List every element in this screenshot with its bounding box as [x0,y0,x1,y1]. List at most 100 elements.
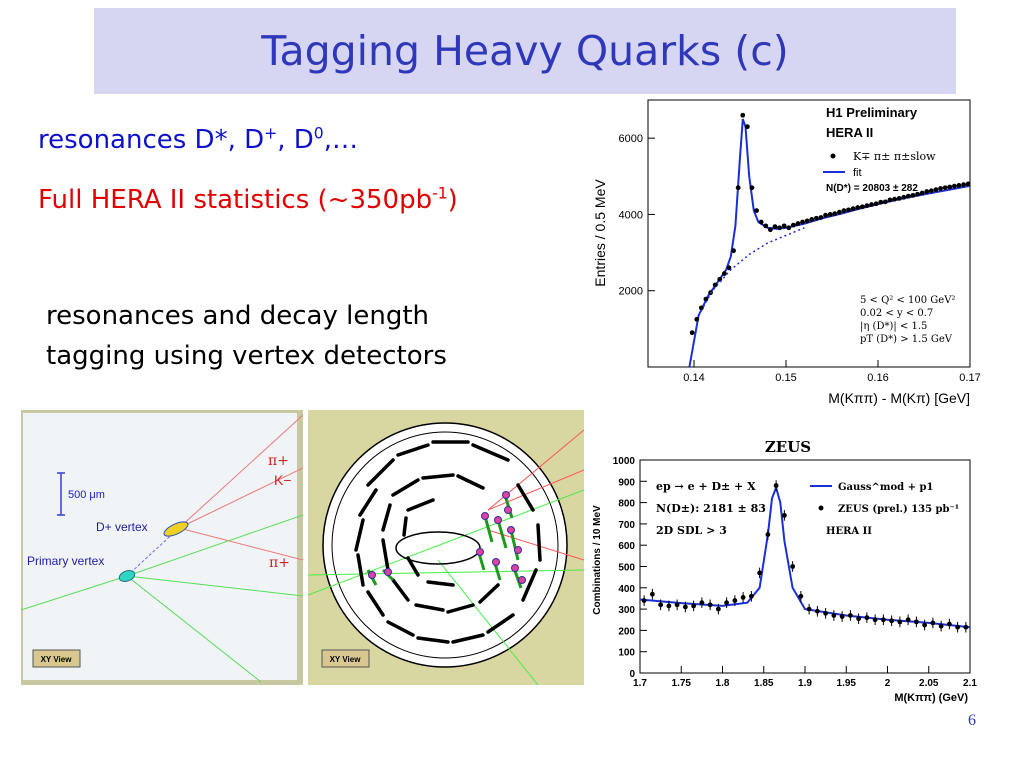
data-point [682,604,688,610]
data-point [869,202,874,207]
data-point [732,598,738,603]
x-tick-label: 2.1 [963,678,977,689]
vertex-display: 500 μm π+ K− π+ D+ vertex Primary vertex… [21,410,303,685]
y-tick-label: 100 [618,648,635,659]
h1-title: H1 Preliminary [826,105,918,120]
data-point [905,617,911,623]
h1-cut-2: 0.02 < y < 0.7 [860,308,933,319]
data-point [872,617,878,623]
x-tick-label: 0.16 [867,372,888,384]
sup-minus-one: -1 [432,184,448,203]
h1-cut-1: 5 < Q² < 100 GeV² [860,295,955,306]
h1-chart: 0.14 0.15 0.16 0.17 2000 4000 6000 H1 Prelimin… [585,95,990,415]
statistics-text: Full HERA II statistics (~350pb [38,185,433,215]
data-point [795,221,801,226]
data-point [880,617,886,623]
data-point [963,624,969,630]
data-point [942,185,948,191]
data-point [919,190,925,196]
page-number: 6 [968,712,976,729]
data-point [763,223,769,229]
data-point [804,218,810,224]
data-point [806,606,812,612]
data-point [813,215,819,221]
data-point [892,196,897,202]
data-point [798,593,804,599]
x-tick-label: 1.75 [672,678,692,689]
x-tick-label: 1.85 [754,678,774,689]
data-point [905,193,911,199]
xy-view-button-detector[interactable]: XY View [321,649,370,668]
zeus-legend-fit: Gauss^mod + p1 [838,482,933,493]
zeus-annotation-2: N(D±): 2181 ± 83 [656,502,766,515]
data-point [956,183,962,188]
zeus-chart: 1.7 1.75 1.8 1.85 1.9 1.95 2 2.05 2.1 0 100 200 300 4… [588,430,988,710]
dplus-vertex-label: D+ vertex [96,520,148,534]
hit-markers [368,491,526,584]
data-point [800,219,805,225]
data-point [946,621,952,627]
h1-legend-data: K∓ π± π±slow [853,150,936,163]
h1-subtitle: HERA II [826,125,873,140]
data-point [897,619,903,625]
xy-view-button-label: XY View [41,655,73,664]
h1-legend-fit: fit [853,167,862,179]
data-point [882,199,888,205]
resonances-end: ,… [323,125,358,155]
data-point [913,619,919,625]
y-tick-label: 600 [618,541,635,552]
pi2-track [178,527,303,561]
data-point [809,216,815,222]
data-point [726,265,732,271]
data-point [721,271,727,276]
data-point [823,212,828,218]
detector-inner-ring [331,431,559,659]
data-point [930,620,936,626]
y-tick-label: 400 [618,584,635,595]
data-point [694,316,700,322]
h1-ylabel: Entries / 0.5 MeV [592,179,608,287]
y-tick-label: 2000 [619,286,643,298]
x-tick-label: 1.8 [716,678,730,689]
data-point [947,184,953,190]
x-tick-label: 0.15 [775,372,796,384]
data-point [740,112,746,118]
data-point [790,564,796,569]
detector-display: XY View [308,410,584,685]
data-point [836,209,842,215]
data-point [781,223,787,229]
pi2-label: π+ [269,555,290,571]
data-point [691,603,697,609]
primary-vertex-label: Primary vertex [27,554,104,568]
data-point [786,225,792,231]
data-point [864,615,870,621]
data-point [790,222,796,228]
data-point [878,199,884,205]
sup-zero: 0 [313,124,324,143]
zeus-plot-frame [639,459,971,674]
x-tick-label: 2.05 [919,678,939,689]
title-bar [94,8,956,94]
x-tick-label: 2 [885,678,891,689]
data-point [703,296,709,302]
h1-xlabel: M(Kππ) - M(Kπ) [GeV] [828,390,970,406]
data-point [961,182,966,188]
data-point [698,305,704,311]
resonances-text: resonances D*, D [38,125,265,155]
data-point [915,191,920,197]
data-point [855,205,861,210]
k-track [178,467,303,529]
data-point [938,186,943,191]
data-point [765,532,771,537]
data-point [749,185,755,191]
xy-view-button[interactable]: XY View [32,649,81,668]
x-tick-label: 1.7 [633,678,647,689]
data-point [938,623,944,629]
x-tick-label: 1.95 [837,678,857,689]
data-point [887,197,893,203]
zeus-title: ZEUS [765,438,811,456]
data-point [773,483,779,488]
x-tick-label: 0.17 [959,372,980,384]
background-curve [697,227,805,316]
data-point [864,203,870,209]
